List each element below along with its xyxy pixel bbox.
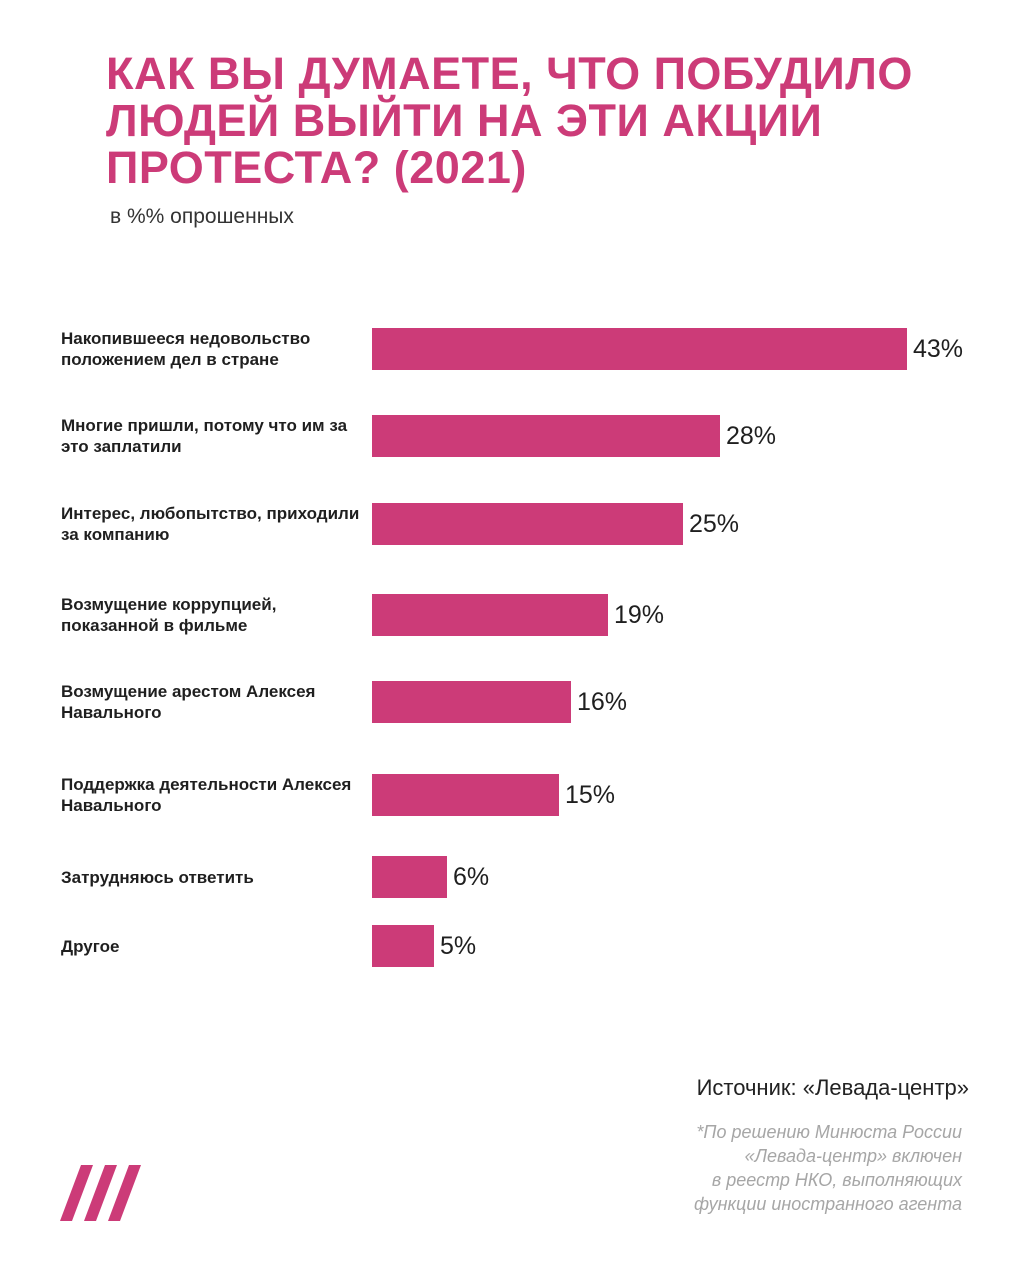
triple-slash-logo-icon [60,1165,141,1221]
bar [372,594,608,636]
bar-category-label: Поддержка деятельности Алексея Навальног… [61,775,352,815]
bar-value-label: 16% [577,688,628,716]
note-line: функции иностранного агента [693,1194,962,1214]
bar-value-label: 25% [689,510,740,538]
bar [372,856,447,898]
chart-title: Как вы думаете, что побудило людей выйти… [106,48,913,193]
bar [372,328,907,370]
bar-category-label: Интерес, любопытство, приходили за компа… [61,504,360,544]
source-text: Источник: «Левада-центр» [696,1075,969,1100]
bar-category-label: Многие пришли, потому что им за это запл… [61,416,348,456]
bar-category-label: Возмущение арестом Алексея Навального [61,682,316,722]
note-line: *По решению Минюста России [696,1122,962,1142]
bar [372,925,434,967]
bar [372,503,683,545]
bar-category-label: Другое [61,936,120,956]
bar-category-label: Затрудняюсь ответить [61,867,254,887]
bar [372,681,571,723]
bar-chart: Накопившееся недовольство положением дел… [61,328,964,967]
note-line: в реестр НКО, выполняющих [711,1170,962,1190]
bar-value-label: 28% [726,422,777,450]
bar-value-label: 5% [440,932,477,960]
bar-category-label: Накопившееся недовольство положением дел… [61,329,311,369]
note-line: «Левада-центр» включен [744,1146,962,1166]
bar-value-label: 19% [614,601,665,629]
bar-value-label: 6% [453,863,490,891]
bar-category-label: Возмущение коррупцией, показанной в филь… [61,595,277,635]
bar-value-label: 15% [565,781,616,809]
chart-subtitle: в %% опрошенных [110,205,294,228]
disclaimer-note: *По решению Минюста России «Левада-центр… [622,1120,962,1216]
bar [372,774,559,816]
bar-value-label: 43% [913,335,964,363]
bar [372,415,720,457]
